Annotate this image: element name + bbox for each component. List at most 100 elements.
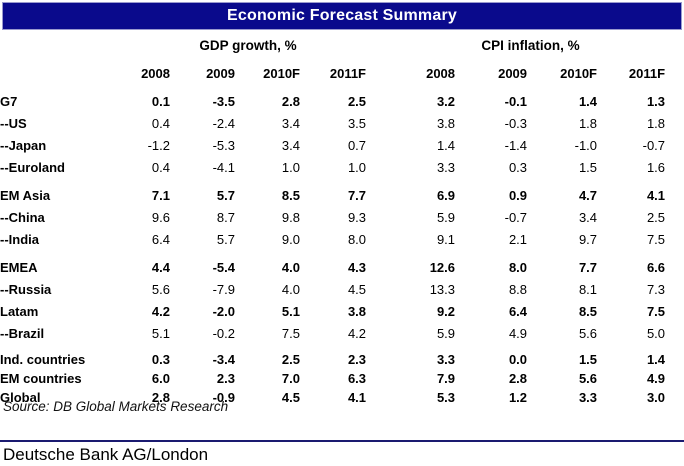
- table-row: G7 0.1 -3.5 2.8 2.5 3.2 -0.1 1.4 1.3: [0, 90, 665, 112]
- cpi-value: 6.6: [646, 259, 666, 275]
- row-label: Global: [0, 390, 41, 405]
- gdp-value: 2.8: [151, 390, 170, 405]
- cpi-value: 7.3: [646, 281, 666, 297]
- gdp-value: 2.5: [347, 93, 367, 109]
- table-row: --China 9.6 8.7 9.8 9.3 5.9 -0.7 3.4 2.5: [0, 206, 665, 228]
- cpi-group-header: CPI inflation, %: [481, 37, 580, 53]
- gdp-value: 8.5: [281, 187, 300, 203]
- table-row: --US 0.4 -2.4 3.4 3.5 3.8 -0.3 1.8 1.8: [0, 112, 665, 134]
- cpi-value: 13.3: [429, 281, 456, 297]
- cpi-value: 2.5: [646, 209, 666, 225]
- cpi-value: 5.6: [578, 325, 598, 341]
- table-body: G7 0.1 -3.5 2.8 2.5 3.2 -0.1 1.4 1.3 --US 0.4 -2.4 3…: [0, 90, 665, 407]
- cpi-value: 9.1: [436, 231, 456, 247]
- cpi-value: 2.1: [508, 231, 528, 247]
- gdp-value: 2.8: [281, 93, 300, 109]
- cpi-value: 6.9: [436, 187, 456, 203]
- cpi-value: 1.3: [646, 93, 666, 109]
- source-note: Source: DB Global Markets Research: [3, 399, 229, 414]
- gdp-value: 5.7: [216, 231, 235, 247]
- gdp-group-header: GDP growth, %: [199, 37, 297, 53]
- cpi-value: 3.3: [436, 352, 456, 367]
- gdp-value: 2.3: [347, 352, 367, 367]
- cpi-value: 9.7: [578, 231, 598, 247]
- cpi-year-header: 2011F: [628, 65, 666, 81]
- gdp-value: -1.2: [147, 137, 170, 153]
- gdp-value: 6.3: [347, 371, 367, 386]
- gdp-value: -2.4: [212, 115, 235, 131]
- cpi-value: 0.9: [508, 187, 528, 203]
- cpi-value: 8.8: [508, 281, 528, 297]
- gdp-value: -2.0: [212, 303, 235, 319]
- gdp-value: 3.5: [347, 115, 367, 131]
- cpi-value: 8.5: [578, 303, 598, 319]
- cpi-value: 5.3: [436, 390, 456, 405]
- cpi-value: 1.8: [646, 115, 666, 131]
- cpi-value: -0.1: [504, 93, 528, 109]
- cpi-value: -0.3: [504, 115, 528, 131]
- table-row: Latam 4.2 -2.0 5.1 3.8 9.2 6.4 8.5 7.5: [0, 300, 665, 322]
- gdp-value: -0.2: [212, 325, 235, 341]
- table-title-bar: Economic Forecast Summary: [2, 2, 682, 30]
- table-row: --Euroland 0.4 -4.1 1.0 1.0 3.3 0.3 1.5 1.6: [0, 156, 665, 178]
- gdp-value: -5.4: [212, 259, 235, 275]
- cpi-value: 7.5: [646, 231, 666, 247]
- gdp-year-header: 2010F: [263, 65, 300, 81]
- row-label: EM Asia: [0, 187, 51, 203]
- gdp-value: -5.3: [212, 137, 235, 153]
- gdp-value: 1.0: [281, 159, 300, 175]
- cpi-value: 0.3: [508, 159, 528, 175]
- gdp-value: 5.1: [281, 303, 300, 319]
- row-label: --US: [0, 115, 27, 131]
- row-label: --Brazil: [0, 325, 45, 341]
- gdp-value: 8.7: [216, 209, 235, 225]
- gdp-value: 0.4: [151, 159, 170, 175]
- table-row: Global 2.8 -0.9 4.5 4.1 5.3 1.2 3.3 3.0: [0, 388, 665, 407]
- gdp-value: 1.0: [347, 159, 367, 175]
- footer-divider: [0, 440, 684, 442]
- gdp-value: 4.0: [281, 281, 300, 297]
- row-label: --Japan: [0, 137, 47, 153]
- gdp-value: -7.9: [212, 281, 235, 297]
- table-row: --Russia 5.6 -7.9 4.0 4.5 13.3 8.8 8.1 7.3: [0, 278, 665, 300]
- gdp-value: -3.4: [212, 352, 235, 367]
- gdp-value: 5.6: [151, 281, 170, 297]
- table-row: --Japan -1.2 -5.3 3.4 0.7 1.4 -1.4 -1.0 -0.7: [0, 134, 665, 156]
- cpi-value: 4.1: [646, 187, 666, 203]
- gdp-value: 5.7: [216, 187, 235, 203]
- cpi-value: 12.6: [429, 259, 456, 275]
- table-row: EM Asia 7.1 5.7 8.5 7.7 6.9 0.9 4.7 4.1: [0, 178, 665, 206]
- cpi-value: 3.3: [436, 159, 456, 175]
- cpi-value: 8.1: [578, 281, 598, 297]
- cpi-value: 1.4: [436, 137, 456, 153]
- cpi-value: 4.7: [578, 187, 598, 203]
- cpi-year-header: 2008: [426, 65, 456, 81]
- cpi-value: -1.4: [504, 137, 528, 153]
- gdp-value: 4.2: [347, 325, 367, 341]
- gdp-value: 4.1: [347, 390, 367, 405]
- cpi-value: 1.5: [578, 159, 598, 175]
- group-header-row: GDP growth, % CPI inflation, %: [0, 34, 665, 56]
- gdp-value: 7.5: [281, 325, 300, 341]
- cpi-year-header: 2010F: [560, 65, 598, 81]
- cpi-value: 0.0: [508, 352, 528, 367]
- table-row: --Brazil 5.1 -0.2 7.5 4.2 5.9 4.9 5.6 5.0: [0, 322, 665, 344]
- group-header-spacer: [0, 34, 120, 56]
- cpi-value: 3.2: [436, 93, 456, 109]
- gdp-value: 9.3: [347, 209, 367, 225]
- gdp-value: -0.9: [212, 390, 235, 405]
- gdp-value: 2.3: [216, 371, 235, 386]
- gdp-value: 0.7: [347, 137, 367, 153]
- cpi-value: 5.6: [578, 371, 598, 386]
- cpi-value: 5.9: [436, 209, 456, 225]
- forecast-table: GDP growth, % CPI inflation, % 2008 2009 2…: [0, 34, 665, 407]
- gdp-value: 4.0: [281, 259, 300, 275]
- cpi-value: 1.5: [578, 352, 598, 367]
- cpi-value: 1.8: [578, 115, 598, 131]
- gdp-value: 0.3: [151, 352, 170, 367]
- cpi-year-header: 2009: [498, 65, 528, 81]
- row-label: --India: [0, 231, 39, 247]
- gdp-year-header: 2009: [206, 65, 235, 81]
- row-label: G7: [0, 93, 18, 109]
- gdp-value: 5.1: [151, 325, 170, 341]
